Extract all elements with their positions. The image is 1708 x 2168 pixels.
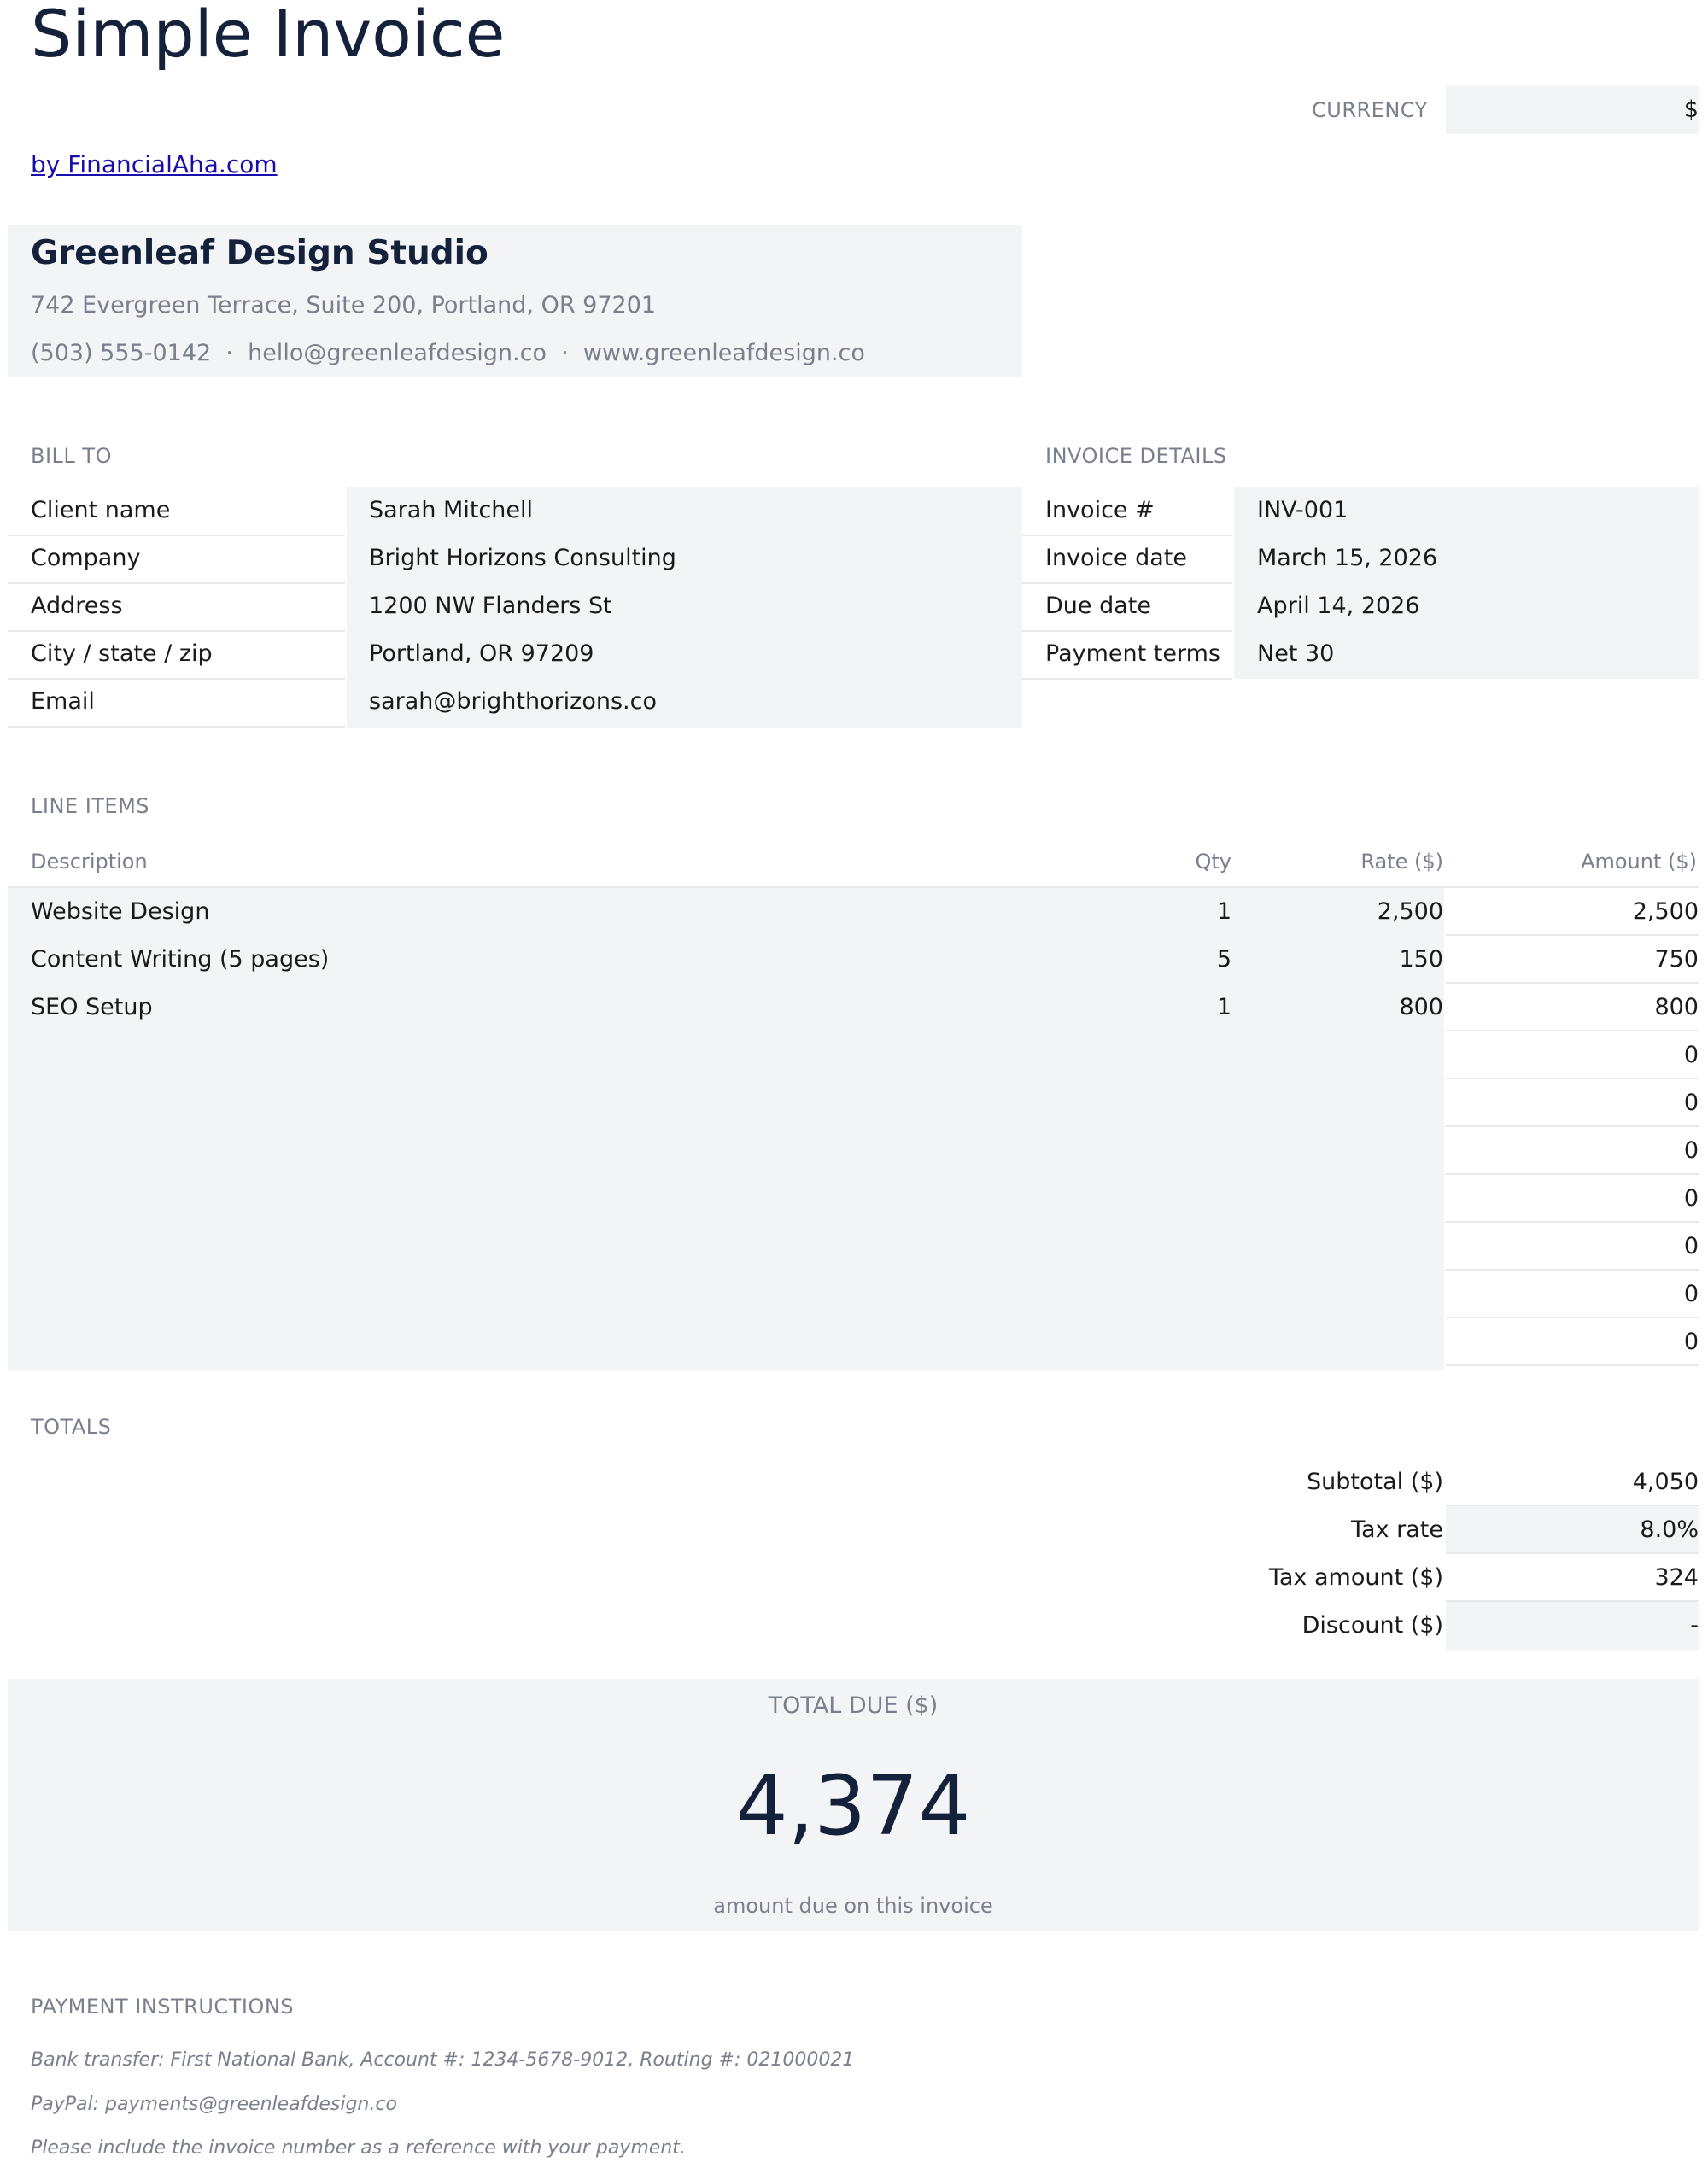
tax-rate-input[interactable]: 8.0% (1446, 1506, 1699, 1554)
invoice-title: Simple Invoice (31, 0, 506, 72)
header-divider (8, 886, 1699, 888)
bill-to-heading: BILL TO (31, 444, 112, 468)
discount-label: Discount ($) (1301, 1612, 1443, 1639)
total-due-value: 4,374 (735, 1758, 971, 1854)
line-item-description[interactable]: SEO Setup (31, 994, 153, 1020)
discount-input[interactable]: - (1446, 1602, 1699, 1650)
line-item-description[interactable]: Website Design (31, 898, 210, 925)
payment-line-reference[interactable]: Please include the invoice number as a r… (31, 2137, 686, 2159)
invoice-number-field[interactable]: INV-001 (1257, 497, 1348, 523)
line-item-amount: 0 (1446, 1318, 1699, 1366)
client-city-field[interactable]: Portland, OR 97209 (369, 640, 594, 667)
line-item-qty[interactable]: 1 (1216, 898, 1231, 925)
client-name-field[interactable]: Sarah Mitchell (369, 497, 533, 523)
column-header-qty: Qty (1195, 850, 1231, 874)
column-header-description: Description (31, 850, 148, 874)
payment-line-paypal[interactable]: PayPal: payments@greenleafdesign.co (31, 2094, 397, 2115)
column-header-rate: Rate ($) (1360, 850, 1443, 874)
invoice-details-label: Invoice # (1022, 487, 1232, 536)
line-item-amount: 0 (1446, 1223, 1699, 1271)
currency-input[interactable]: $ (1446, 86, 1699, 134)
total-due-panel (8, 1679, 1699, 1931)
line-items-heading: LINE ITEMS (31, 794, 150, 818)
bill-to-label: Address (8, 582, 345, 632)
tax-rate-label: Tax rate (1351, 1516, 1443, 1543)
line-item-rate[interactable]: 150 (1399, 946, 1443, 973)
financialaha-link[interactable]: by FinancialAha.com (31, 150, 278, 178)
company-address[interactable]: 742 Evergreen Terrace, Suite 200, Portla… (31, 292, 657, 318)
currency-label: CURRENCY (1312, 98, 1428, 122)
invoice-details-values-bg (1234, 487, 1699, 679)
company-contact[interactable]: (503) 555-0142 · hello@greenleafdesign.c… (31, 340, 865, 366)
subtotal-value: 4,050 (1446, 1458, 1699, 1506)
line-item-qty[interactable]: 5 (1216, 946, 1231, 973)
line-item-rate[interactable]: 2,500 (1377, 898, 1443, 925)
payment-heading: PAYMENT INSTRUCTIONS (31, 1995, 295, 2019)
total-due-caption: amount due on this invoice (713, 1894, 993, 1918)
line-item-amount: 0 (1446, 1271, 1699, 1318)
line-item-rate[interactable]: 800 (1399, 994, 1443, 1020)
bill-to-label: Email (8, 678, 345, 728)
client-address-field[interactable]: 1200 NW Flanders St (369, 593, 612, 619)
column-header-amount: Amount ($) (1581, 850, 1697, 874)
line-items-input-area (8, 888, 1444, 1370)
tax-amount-label: Tax amount ($) (1268, 1564, 1443, 1591)
bill-to-label: Client name (8, 487, 345, 536)
total-due-label: TOTAL DUE ($) (768, 1692, 939, 1719)
payment-line-bank[interactable]: Bank transfer: First National Bank, Acco… (31, 2049, 855, 2071)
line-item-amount: 750 (1446, 936, 1699, 984)
bill-to-values-bg (347, 487, 1022, 728)
line-item-amount: 0 (1446, 1127, 1699, 1175)
bill-to-label: Company (8, 535, 345, 584)
subtotal-label: Subtotal ($) (1307, 1469, 1443, 1495)
bill-to-label: City / state / zip (8, 630, 345, 680)
payment-terms-field[interactable]: Net 30 (1257, 640, 1335, 667)
invoice-details-label: Due date (1022, 582, 1232, 632)
currency-value: $ (1683, 96, 1699, 123)
company-name[interactable]: Greenleaf Design Studio (31, 234, 488, 272)
line-item-amount: 0 (1446, 1175, 1699, 1223)
client-email-field[interactable]: sarah@brighthorizons.co (369, 688, 657, 715)
line-item-amount: 0 (1446, 1031, 1699, 1079)
due-date-field[interactable]: April 14, 2026 (1257, 593, 1420, 619)
line-item-amount: 2,500 (1446, 888, 1699, 936)
client-company-field[interactable]: Bright Horizons Consulting (369, 545, 676, 571)
invoice-details-heading: INVOICE DETAILS (1045, 444, 1227, 468)
totals-heading: TOTALS (31, 1415, 112, 1439)
invoice-details-label: Invoice date (1022, 535, 1232, 584)
line-item-description[interactable]: Content Writing (5 pages) (31, 946, 330, 973)
tax-amount-value: 324 (1446, 1554, 1699, 1602)
line-item-qty[interactable]: 1 (1216, 994, 1231, 1020)
invoice-date-field[interactable]: March 15, 2026 (1257, 545, 1438, 571)
company-block (8, 225, 1022, 377)
line-item-amount: 0 (1446, 1079, 1699, 1127)
line-item-amount: 800 (1446, 984, 1699, 1031)
invoice-details-label: Payment terms (1022, 630, 1232, 680)
